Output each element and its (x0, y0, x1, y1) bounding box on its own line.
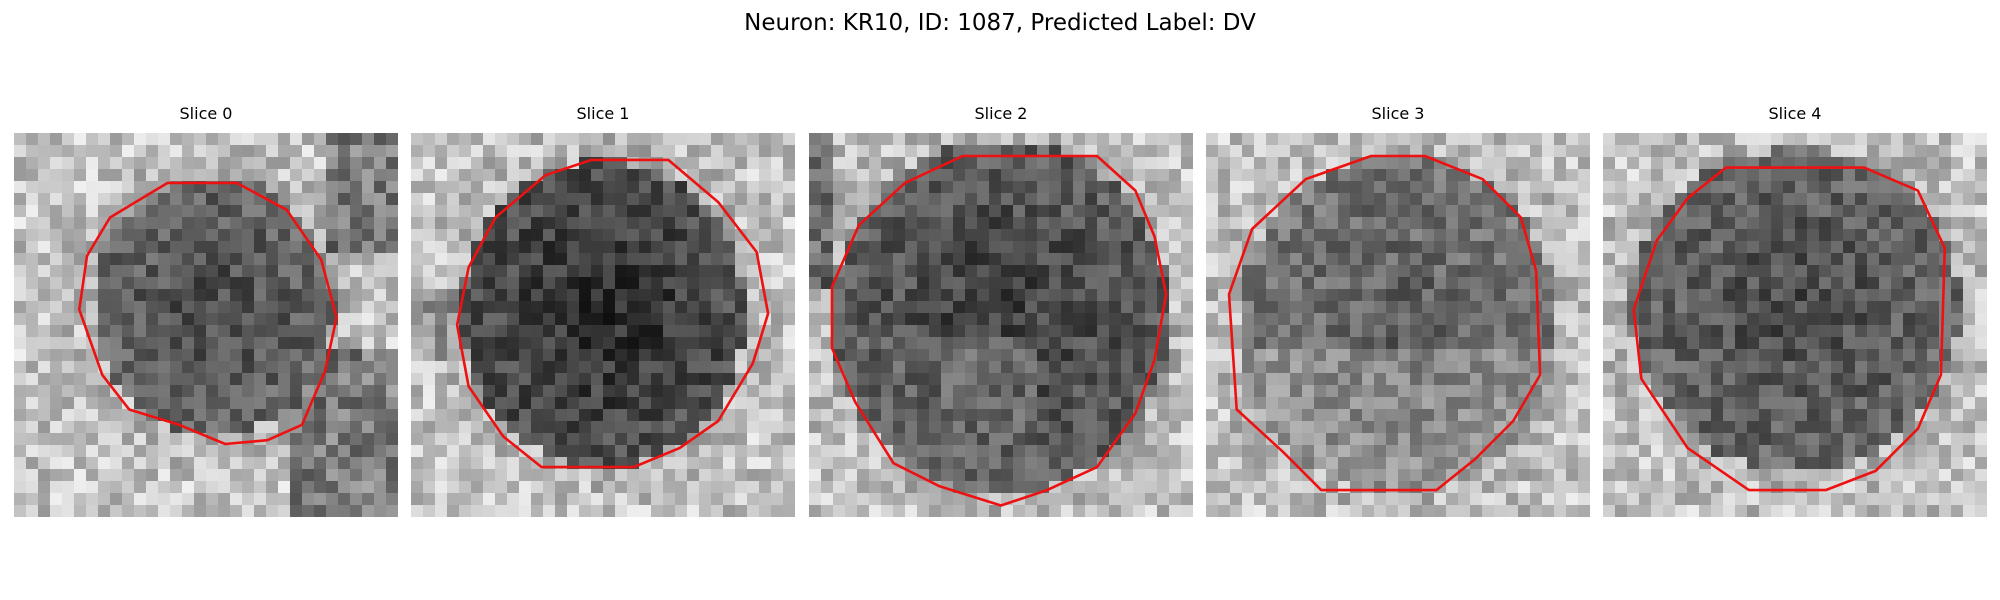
figure-title: Neuron: KR10, ID: 1087, Predicted Label:… (0, 8, 2000, 38)
panel-slice-1: Slice 1 (411, 104, 795, 517)
panel-title: Slice 2 (809, 104, 1193, 126)
pixel-grid (14, 133, 398, 517)
pixel-grid (1603, 133, 1987, 517)
microscopy-image (809, 133, 1193, 517)
microscopy-image (1206, 133, 1590, 517)
panel-slice-2: Slice 2 (809, 104, 1193, 517)
panel-title: Slice 4 (1603, 104, 1987, 126)
panel-title: Slice 3 (1206, 104, 1590, 126)
microscopy-image (411, 133, 795, 517)
panel-title: Slice 0 (14, 104, 398, 126)
pixel-grid (1206, 133, 1590, 517)
panel-slice-0: Slice 0 (14, 104, 398, 517)
panel-title: Slice 1 (411, 104, 795, 126)
microscopy-image (14, 133, 398, 517)
panel-slice-4: Slice 4 (1603, 104, 1987, 517)
panel-slice-3: Slice 3 (1206, 104, 1590, 517)
pixel-grid (411, 133, 795, 517)
microscopy-image (1603, 133, 1987, 517)
